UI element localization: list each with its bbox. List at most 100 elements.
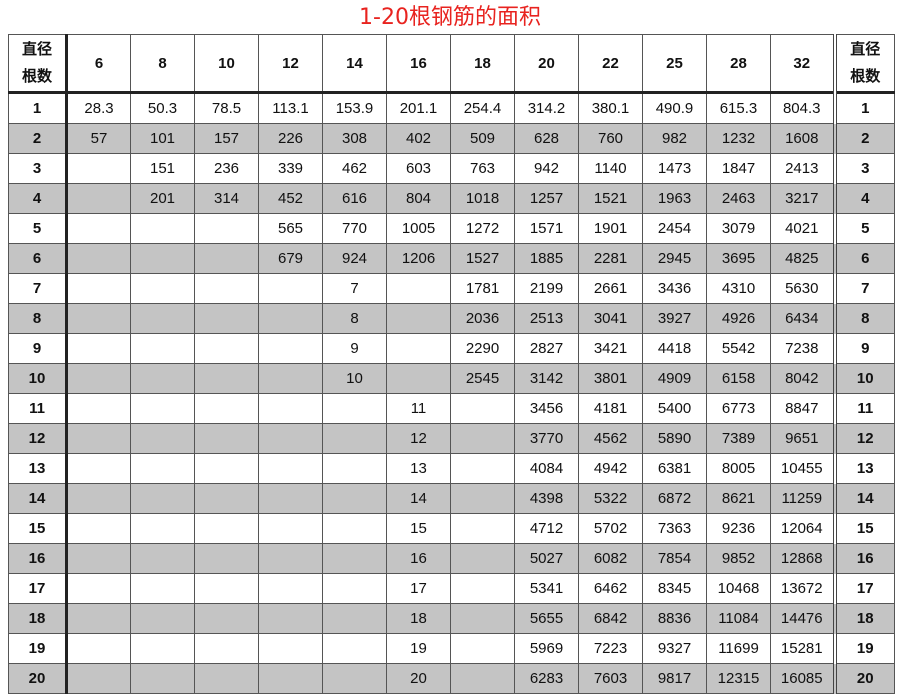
area-cell: 3927 [642,303,707,334]
area-cell: 254.4 [450,92,515,124]
area-cell [194,633,259,664]
area-cell [322,603,387,634]
count-label: 根数 [850,67,881,85]
row-count: 9 [8,333,68,364]
area-cell [322,663,387,694]
area-cell: 5702 [578,513,643,544]
area-cell: 6283 [514,663,579,694]
area-cell: 1140 [578,153,643,184]
area-cell: 9236 [706,513,771,544]
row-count-right: 13 [832,453,895,484]
row-count: 20 [8,663,68,694]
area-cell [66,423,131,454]
area-cell [130,453,195,484]
area-cell [130,303,195,334]
area-cell [66,633,131,664]
area-cell: 6434 [770,303,835,334]
area-cell: 763 [450,153,515,184]
area-cell [386,363,451,394]
area-cell [450,513,515,544]
row-count-right: 4 [832,183,895,214]
area-cell [322,483,387,514]
area-cell: 9 [322,333,387,364]
diameter-header: 16 [386,34,451,94]
area-cell: 11699 [706,633,771,664]
area-cell [386,333,451,364]
row-count-right: 10 [832,363,895,394]
area-cell: 11084 [706,603,771,634]
diameter-label: 直径 [850,40,881,58]
area-cell: 4825 [770,243,835,274]
area-cell: 339 [258,153,323,184]
diameter-header: 22 [578,34,643,94]
area-cell [322,513,387,544]
area-cell: 28.3 [66,92,131,124]
area-cell: 7363 [642,513,707,544]
diameter-header: 28 [706,34,771,94]
area-cell [322,393,387,424]
area-cell [258,363,323,394]
table-row: 11 11 3456 4181 5400 6773 8847 11 [8,393,895,424]
row-count-right: 9 [832,333,895,364]
row-count: 2 [8,123,68,154]
area-cell: 3801 [578,363,643,394]
area-cell: 3695 [706,243,771,274]
area-cell [194,423,259,454]
area-cell [66,393,131,424]
row-count: 14 [8,483,68,514]
area-cell: 18 [386,603,451,634]
area-cell [450,543,515,574]
diameter-header: 18 [450,34,515,94]
area-cell: 5630 [770,273,835,304]
area-cell [66,243,131,274]
area-cell [258,273,323,304]
row-count: 12 [8,423,68,454]
area-cell: 1018 [450,183,515,214]
area-cell: 4562 [578,423,643,454]
table-row: 15 15 4712 5702 7363 9236 12064 15 [8,513,895,544]
table-row: 14 14 4398 5322 6872 8621 11259 14 [8,483,895,514]
area-cell [130,363,195,394]
area-cell: 101 [130,123,195,154]
area-cell: 2463 [706,183,771,214]
table-row: 8 8 2036 2513 3041 3927 4926 6434 8 [8,303,895,334]
area-cell [258,603,323,634]
row-count-right: 6 [832,243,895,274]
area-cell [130,273,195,304]
area-cell: 616 [322,183,387,214]
row-count-right: 17 [832,573,895,604]
row-count: 7 [8,273,68,304]
area-cell [386,273,451,304]
area-cell [450,573,515,604]
area-cell: 2661 [578,273,643,304]
rebar-area-table: 直径 根数 6 8 10 12 14 16 18 20 22 25 28 32 直径 根数 1 28.3 50.3… [8,34,895,694]
table-row: 17 17 5341 6462 8345 10468 13672 17 [8,573,895,604]
area-cell: 452 [258,183,323,214]
area-cell [194,243,259,274]
row-count: 15 [8,513,68,544]
area-cell: 1963 [642,183,707,214]
area-cell: 2199 [514,273,579,304]
area-cell [194,333,259,364]
area-cell: 201 [130,183,195,214]
area-cell: 924 [322,243,387,274]
area-cell: 1571 [514,213,579,244]
row-count-right: 19 [832,633,895,664]
row-count: 6 [8,243,68,274]
table-row: 10 10 2545 3142 3801 4909 6158 8042 10 [8,363,895,394]
area-cell [258,333,323,364]
area-cell: 1257 [514,183,579,214]
area-cell: 3142 [514,363,579,394]
area-cell: 10468 [706,573,771,604]
area-cell: 982 [642,123,707,154]
area-cell: 615.3 [706,92,771,124]
area-cell: 7238 [770,333,835,364]
row-count-right: 8 [832,303,895,334]
table-row: 20 20 6283 7603 9817 12315 16085 20 [8,663,895,694]
table-row: 5 565 770 1005 1272 1571 1901 2454 3079 4021 5 [8,213,895,244]
diameter-header: 12 [258,34,323,94]
area-cell [194,663,259,694]
area-cell: 2290 [450,333,515,364]
table-row: 1 28.3 50.3 78.5 113.1 153.9 201.1 254.4 314.2 38… [8,92,895,124]
area-cell: 2827 [514,333,579,364]
